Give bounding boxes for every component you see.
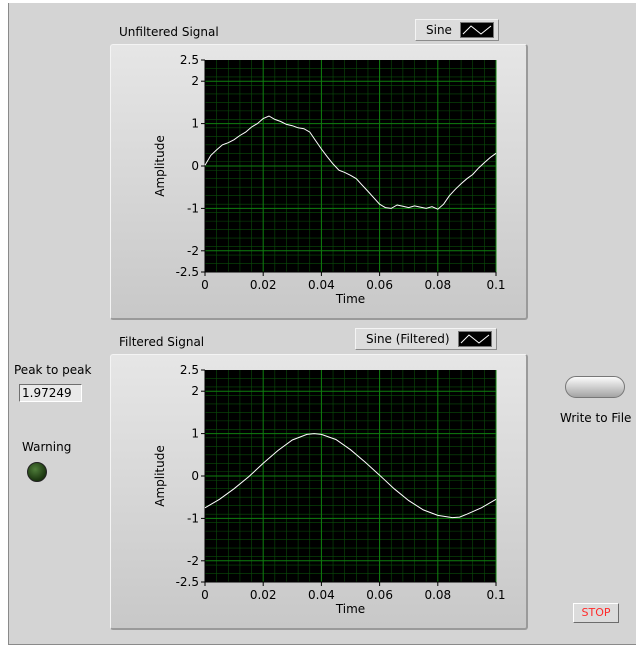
unfiltered-x-tick-label: 0 [201,278,209,292]
warning-label: Warning [22,440,72,454]
filtered-x-tick-label: 0.04 [308,588,335,602]
write-to-file-label: Write to File [560,411,632,425]
unfiltered-x-tick-label: 0.06 [366,278,393,292]
write-to-file-switch[interactable] [565,376,625,398]
unfiltered-xlabel: Time [335,292,365,306]
unfiltered-x-tick-label: 0.04 [308,278,335,292]
filtered-y-tick-label: 1 [191,427,199,441]
unfiltered-legend[interactable]: Sine [415,19,499,41]
unfiltered-legend-swatch-icon [459,22,494,38]
filtered-legend-name: Sine (Filtered) [366,332,450,346]
filtered-x-tick-label: 0.1 [486,588,505,602]
unfiltered-graph-label: Unfiltered Signal [119,25,219,39]
unfiltered-chart: 0 0.02 0.04 0.06 0.08 0.1 2.5 2 1 0 -1 -2 -2.5 Time Am… [153,53,506,306]
unfiltered-y-tick-label: 1 [191,117,199,131]
unfiltered-x-tick-label: 0.1 [486,278,505,292]
unfiltered-ylabel: Amplitude [153,135,167,197]
unfiltered-x-tick-label: 0.08 [424,278,451,292]
filtered-series-line [204,433,497,519]
unfiltered-graph: 0 0.02 0.04 0.06 0.08 0.1 2.5 2 1 0 -1 -2 -2.5 Time Am… [110,44,528,320]
filtered-y-tick-label: 0 [191,469,199,483]
unfiltered-legend-name: Sine [426,23,452,37]
unfiltered-x-tick-label: 0.02 [250,278,277,292]
peak-to-peak-indicator: 1.97249 [19,384,82,402]
unfiltered-y-tick-label: -2.5 [176,265,199,279]
filtered-chart: 0 0.02 0.04 0.06 0.08 0.1 2.5 2 1 0 -1 -2 -2.5 Time Am… [153,363,506,616]
unfiltered-y-tick-label: 2.5 [180,53,199,67]
filtered-y-tick-label: -2.5 [176,575,199,589]
filtered-x-tick-label: 0.06 [366,588,393,602]
unfiltered-y-tick-label: 2 [191,74,199,88]
filtered-legend-swatch-icon [457,331,492,347]
filtered-graph: 0 0.02 0.04 0.06 0.08 0.1 2.5 2 1 0 -1 -2 -2.5 Time Am… [110,354,528,630]
filtered-x-tick-label: 0.08 [424,588,451,602]
warning-led-icon [27,462,47,482]
filtered-x-tick-label: 0.02 [250,588,277,602]
unfiltered-series-line [204,115,497,210]
filtered-x-tick-label: 0 [201,588,209,602]
unfiltered-y-tick-label: 0 [191,159,199,173]
unfiltered-y-tick-label: -2 [187,244,199,258]
unfiltered-y-tick-label: -1 [187,201,199,215]
stop-button[interactable]: STOP [573,603,619,623]
filtered-y-tick-label: 2.5 [180,363,199,377]
filtered-y-tick-label: -2 [187,554,199,568]
filtered-y-tick-label: 2 [191,384,199,398]
peak-to-peak-label: Peak to peak [14,363,92,377]
filtered-xlabel: Time [335,602,365,616]
filtered-ylabel: Amplitude [153,445,167,507]
filtered-graph-label: Filtered Signal [119,335,205,349]
filtered-legend[interactable]: Sine (Filtered) [355,328,497,350]
filtered-y-tick-label: -1 [187,511,199,525]
front-panel: Unfiltered Signal Sine 0 0.02 0.04 0.06 0.08… [8,3,636,645]
